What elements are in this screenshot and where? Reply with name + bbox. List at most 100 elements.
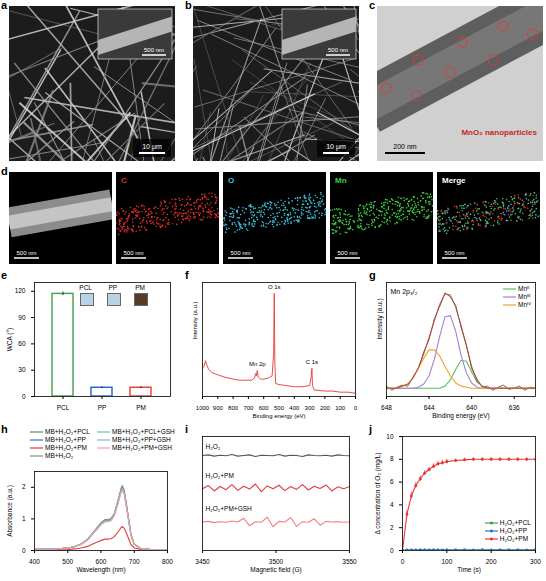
svg-text:C 1s: C 1s bbox=[306, 359, 318, 365]
svg-text:Absorbance (a.u.): Absorbance (a.u.) bbox=[6, 485, 14, 537]
html-text:c: c bbox=[369, 0, 376, 11]
svg-text:900: 900 bbox=[213, 405, 224, 411]
html-text:MB+H₂O₂+PM: MB+H₂O₂+PM bbox=[45, 444, 87, 451]
html-text:H₂O₂+PM: H₂O₂+PM bbox=[499, 535, 529, 542]
svg-text:0: 0 bbox=[401, 558, 405, 565]
html-text:a: a bbox=[1, 0, 8, 11]
svg-text:3500: 3500 bbox=[269, 558, 284, 565]
svg-text:MnO₂ nanoparticles: MnO₂ nanoparticles bbox=[461, 128, 537, 137]
svg-text:0: 0 bbox=[390, 547, 394, 554]
svg-text:Mn: Mn bbox=[335, 176, 347, 185]
svg-text:1000: 1000 bbox=[196, 405, 210, 411]
svg-text:800: 800 bbox=[228, 405, 239, 411]
svg-text:10 μm: 10 μm bbox=[326, 143, 346, 151]
svg-text:O 1s: O 1s bbox=[268, 284, 281, 290]
html-text:PCL: PCL bbox=[79, 284, 92, 291]
svg-text:Merge: Merge bbox=[442, 176, 466, 185]
html-text:Mnᴵᴵᴵ: Mnᴵᴵᴵ bbox=[518, 293, 531, 300]
svg-text:0: 0 bbox=[22, 547, 26, 554]
svg-text:500 nm: 500 nm bbox=[123, 250, 143, 256]
html-text:Mnᴵⱽ: Mnᴵⱽ bbox=[518, 301, 531, 308]
svg-text:Mn 2p: Mn 2p bbox=[249, 361, 266, 367]
svg-text:200: 200 bbox=[486, 558, 497, 565]
svg-text:600: 600 bbox=[259, 405, 270, 411]
html-text:h: h bbox=[1, 423, 8, 435]
svg-text:500 nm: 500 nm bbox=[444, 250, 464, 256]
svg-text:300: 300 bbox=[530, 558, 541, 565]
svg-text:0: 0 bbox=[354, 405, 358, 411]
svg-text:8: 8 bbox=[390, 455, 394, 462]
svg-text:0: 0 bbox=[22, 393, 26, 400]
svg-text:PCL: PCL bbox=[57, 404, 70, 411]
svg-text:6: 6 bbox=[390, 478, 394, 485]
html-text:e: e bbox=[1, 269, 8, 281]
svg-text:C: C bbox=[121, 176, 127, 185]
html-text:MB+H₂O₂+PCL: MB+H₂O₂+PCL bbox=[45, 428, 90, 435]
svg-text:200 nm: 200 nm bbox=[393, 143, 417, 150]
html-text:MB+H₂O₂: MB+H₂O₂ bbox=[45, 452, 74, 459]
svg-text:1: 1 bbox=[22, 515, 26, 522]
html-text:MB+H₂O₂+PP: MB+H₂O₂+PP bbox=[45, 436, 86, 443]
svg-text:636: 636 bbox=[509, 404, 520, 411]
svg-text:648: 648 bbox=[381, 404, 392, 411]
svg-text:120: 120 bbox=[15, 287, 26, 294]
svg-text:500: 500 bbox=[274, 405, 285, 411]
svg-text:10: 10 bbox=[386, 433, 394, 440]
svg-text:100: 100 bbox=[335, 405, 346, 411]
html-text:g: g bbox=[369, 269, 376, 281]
html-text:d: d bbox=[1, 165, 8, 177]
svg-text:100: 100 bbox=[441, 558, 452, 565]
svg-text:644: 644 bbox=[424, 404, 435, 411]
html-text:b: b bbox=[185, 0, 192, 11]
svg-text:3550: 3550 bbox=[342, 558, 357, 565]
svg-text:400: 400 bbox=[29, 558, 40, 565]
svg-text:Time (s): Time (s) bbox=[457, 566, 481, 574]
svg-text:300: 300 bbox=[305, 405, 316, 411]
svg-text:Mn 2p₃/₂: Mn 2p₃/₂ bbox=[391, 288, 418, 296]
svg-text:4: 4 bbox=[390, 501, 394, 508]
html-text:f: f bbox=[185, 269, 189, 281]
svg-text:Wavelength (nm): Wavelength (nm) bbox=[76, 566, 125, 574]
html-text:MB+H₂O₂+PM+GSH: MB+H₂O₂+PM+GSH bbox=[112, 444, 172, 451]
svg-text:PM: PM bbox=[136, 404, 146, 411]
svg-text:Δ concentration of O₂ (mg/L): Δ concentration of O₂ (mg/L) bbox=[374, 452, 382, 534]
html-text:PP: PP bbox=[108, 284, 118, 291]
svg-text:WCA (°): WCA (°) bbox=[6, 328, 14, 352]
svg-text:640: 640 bbox=[466, 404, 477, 411]
svg-text:500 nm: 500 nm bbox=[230, 250, 250, 256]
svg-text:3450: 3450 bbox=[195, 558, 210, 565]
svg-text:500 nm: 500 nm bbox=[16, 250, 36, 256]
html-text:MB+H₂O₂+PCL+GSH: MB+H₂O₂+PCL+GSH bbox=[112, 428, 175, 435]
svg-text:Intensity (a.u.): Intensity (a.u.) bbox=[376, 298, 384, 339]
svg-text:500 nm: 500 nm bbox=[328, 47, 348, 53]
svg-text:60: 60 bbox=[18, 340, 26, 347]
svg-text:500 nm: 500 nm bbox=[337, 250, 357, 256]
svg-text:500 nm: 500 nm bbox=[144, 47, 164, 53]
svg-text:H₂O₂: H₂O₂ bbox=[206, 443, 221, 450]
svg-text:90: 90 bbox=[18, 314, 26, 321]
svg-text:800: 800 bbox=[162, 558, 173, 565]
svg-text:Binding energy (eV): Binding energy (eV) bbox=[432, 412, 489, 420]
svg-text:H₂O₂+PM+GSH: H₂O₂+PM+GSH bbox=[206, 505, 253, 512]
html-text:MB+H₂O₂+PP+GSH: MB+H₂O₂+PP+GSH bbox=[112, 436, 171, 443]
svg-text:O: O bbox=[228, 176, 234, 185]
svg-text:Magnetic field (G): Magnetic field (G) bbox=[250, 566, 301, 574]
svg-text:700: 700 bbox=[129, 558, 140, 565]
html-text:Mnᴵᴵ: Mnᴵᴵ bbox=[518, 285, 530, 292]
svg-text:PP: PP bbox=[98, 404, 107, 411]
svg-text:200: 200 bbox=[320, 405, 331, 411]
svg-text:Intensity (a.u.): Intensity (a.u.) bbox=[192, 301, 198, 339]
svg-text:H₂O₂+PM: H₂O₂+PM bbox=[206, 472, 234, 479]
svg-text:10 μm: 10 μm bbox=[142, 143, 162, 151]
svg-text:400: 400 bbox=[289, 405, 300, 411]
svg-text:2: 2 bbox=[390, 524, 394, 531]
svg-text:2: 2 bbox=[22, 483, 26, 490]
svg-text:700: 700 bbox=[243, 405, 254, 411]
svg-text:Binding energy (eV): Binding energy (eV) bbox=[252, 413, 305, 419]
html-text:H₂O₂+PP: H₂O₂+PP bbox=[499, 527, 527, 534]
svg-text:30: 30 bbox=[18, 366, 26, 373]
html-text:PM: PM bbox=[135, 284, 145, 291]
html-text:H₂O₂+PCL: H₂O₂+PCL bbox=[499, 519, 531, 526]
svg-text:600: 600 bbox=[96, 558, 107, 565]
svg-text:500: 500 bbox=[62, 558, 73, 565]
